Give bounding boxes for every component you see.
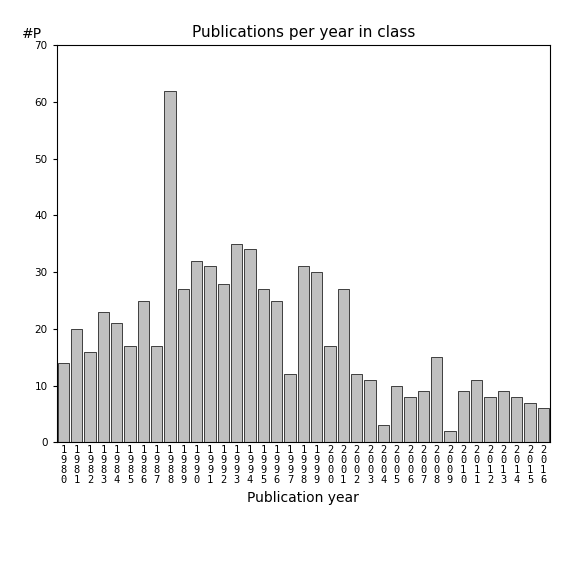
Bar xyxy=(298,266,309,442)
Bar xyxy=(231,244,242,442)
Bar xyxy=(431,357,442,442)
Bar xyxy=(498,391,509,442)
X-axis label: Publication year: Publication year xyxy=(247,490,359,505)
Bar xyxy=(58,363,69,442)
Bar xyxy=(351,374,362,442)
Bar xyxy=(204,266,215,442)
Bar xyxy=(391,386,403,442)
Bar xyxy=(378,425,389,442)
Bar xyxy=(324,346,336,442)
Text: #P: #P xyxy=(22,27,43,41)
Bar xyxy=(151,346,162,442)
Bar xyxy=(71,329,82,442)
Bar xyxy=(524,403,536,442)
Bar xyxy=(164,91,176,442)
Bar xyxy=(311,272,323,442)
Bar xyxy=(98,312,109,442)
Bar xyxy=(138,301,149,442)
Bar xyxy=(111,323,122,442)
Bar xyxy=(445,431,456,442)
Bar xyxy=(484,397,496,442)
Bar xyxy=(538,408,549,442)
Bar xyxy=(177,289,189,442)
Bar xyxy=(338,289,349,442)
Bar xyxy=(218,284,229,442)
Bar xyxy=(284,374,295,442)
Bar xyxy=(404,397,416,442)
Bar xyxy=(191,261,202,442)
Bar xyxy=(271,301,282,442)
Title: Publications per year in class: Publications per year in class xyxy=(192,25,415,40)
Bar xyxy=(365,380,376,442)
Bar xyxy=(418,391,429,442)
Bar xyxy=(244,249,256,442)
Bar xyxy=(124,346,136,442)
Bar xyxy=(458,391,469,442)
Bar xyxy=(257,289,269,442)
Bar xyxy=(84,352,96,442)
Bar xyxy=(511,397,522,442)
Bar xyxy=(471,380,483,442)
